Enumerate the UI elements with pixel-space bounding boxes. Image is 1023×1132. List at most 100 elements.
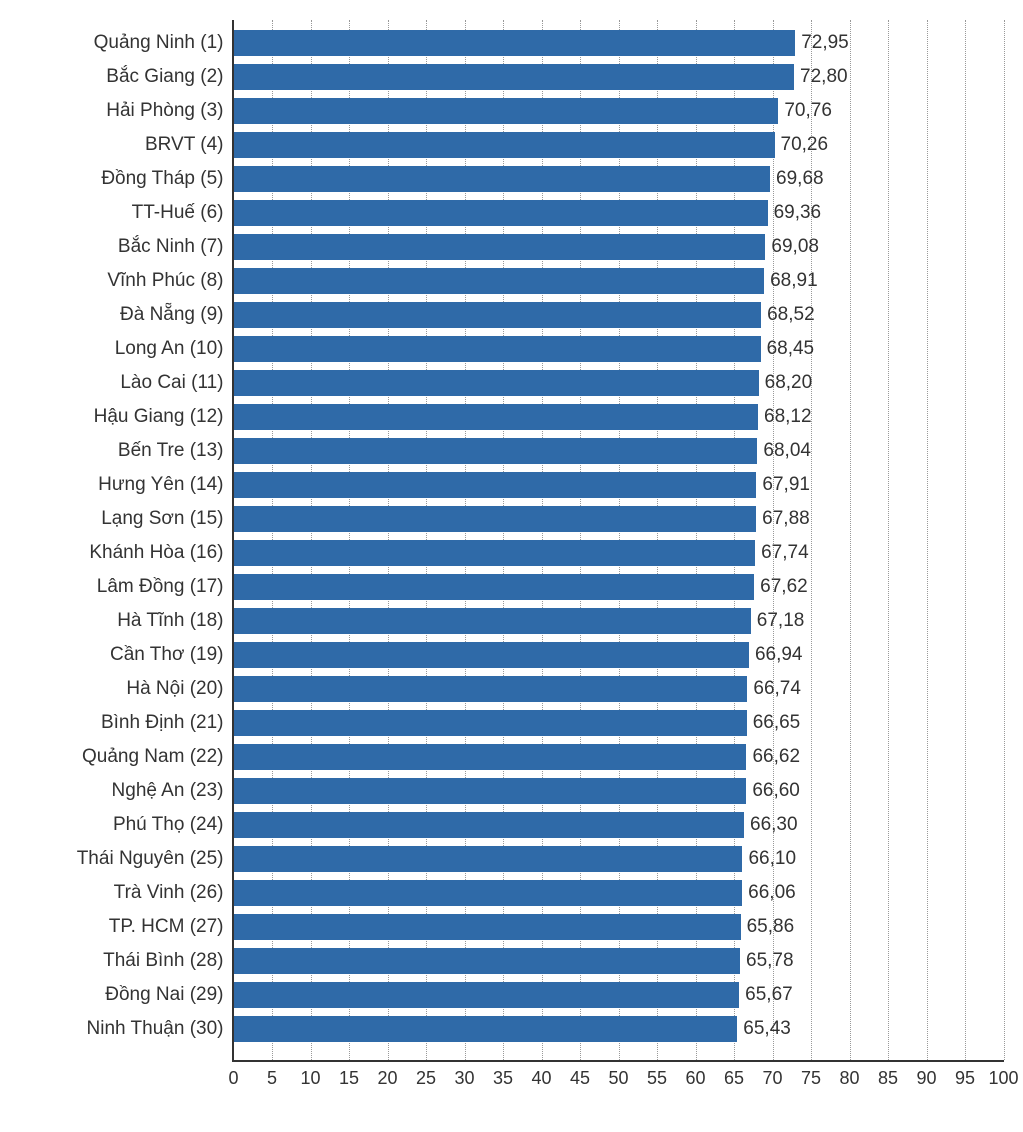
bar [234, 642, 749, 668]
bar-value-label: 66,94 [755, 644, 803, 666]
category-label: Lâm Đồng (17) [97, 576, 224, 598]
category-label: Trà Vinh (26) [114, 882, 224, 904]
x-tick-label: 80 [839, 1068, 859, 1089]
x-tick-label: 35 [493, 1068, 513, 1089]
bar-value-label: 67,91 [762, 474, 810, 496]
category-label: Lạng Sơn (15) [101, 508, 223, 530]
category-label: TT-Huế (6) [132, 202, 224, 224]
bar-value-label: 66,62 [752, 746, 800, 768]
bar-value-label: 67,62 [760, 576, 808, 598]
bar-value-label: 68,52 [767, 304, 815, 326]
x-tick-label: 50 [608, 1068, 628, 1089]
category-label: BRVT (4) [145, 134, 224, 156]
grid-line [927, 20, 928, 1060]
bar [234, 540, 756, 566]
bar-value-label: 67,88 [762, 508, 810, 530]
grid-line [1004, 20, 1005, 1060]
bar [234, 676, 748, 702]
bar-row: 67,88 [234, 506, 810, 532]
bar-row: 72,95 [234, 30, 849, 56]
bar-row: 68,52 [234, 302, 815, 328]
x-tick-label: 45 [570, 1068, 590, 1089]
bar-value-label: 66,30 [750, 814, 798, 836]
bar-row: 67,18 [234, 608, 805, 634]
bar-value-label: 65,78 [746, 950, 794, 972]
bar-value-label: 68,91 [770, 270, 818, 292]
x-tick-label: 65 [724, 1068, 744, 1089]
bar [234, 982, 740, 1008]
bar-row: 67,91 [234, 472, 810, 498]
bar-row: 66,94 [234, 642, 803, 668]
bar-row: 65,67 [234, 982, 793, 1008]
bar [234, 948, 741, 974]
bar-value-label: 66,65 [753, 712, 801, 734]
x-tick-label: 55 [647, 1068, 667, 1089]
grid-line [850, 20, 851, 1060]
bar-value-label: 66,60 [752, 780, 800, 802]
bar [234, 64, 795, 90]
x-tick-label: 30 [454, 1068, 474, 1089]
bar-row: 65,86 [234, 914, 795, 940]
bar-value-label: 66,74 [753, 678, 801, 700]
x-tick-label: 40 [531, 1068, 551, 1089]
bar-row: 69,08 [234, 234, 819, 260]
x-tick-label: 85 [878, 1068, 898, 1089]
bar-row: 68,04 [234, 438, 811, 464]
x-tick-label: 0 [228, 1068, 238, 1089]
category-label: Khánh Hòa (16) [89, 542, 223, 564]
category-label: Bến Tre (13) [118, 440, 224, 462]
plot-area: 0510152025303540455055606570758085909510… [232, 20, 1004, 1062]
bar-row: 67,62 [234, 574, 808, 600]
x-tick-label: 25 [416, 1068, 436, 1089]
bar-row: 69,68 [234, 166, 824, 192]
bar [234, 608, 751, 634]
bar [234, 574, 755, 600]
bar [234, 472, 757, 498]
bar-row: 72,80 [234, 64, 848, 90]
x-tick-label: 70 [762, 1068, 782, 1089]
category-label: Quảng Nam (22) [82, 746, 224, 768]
category-label: Hải Phòng (3) [106, 100, 223, 122]
bar [234, 812, 745, 838]
x-tick-label: 95 [955, 1068, 975, 1089]
bar-row: 70,26 [234, 132, 829, 158]
category-label: Nghệ An (23) [112, 780, 224, 802]
bar-value-label: 68,45 [767, 338, 815, 360]
x-tick-label: 100 [988, 1068, 1018, 1089]
bar [234, 370, 759, 396]
bar-value-label: 72,80 [800, 66, 848, 88]
bar-row: 68,45 [234, 336, 815, 362]
bar [234, 1016, 738, 1042]
category-label: Quảng Ninh (1) [94, 32, 224, 54]
category-label: Phú Thọ (24) [113, 814, 224, 836]
category-label: Hậu Giang (12) [94, 406, 224, 428]
bar-row: 66,06 [234, 880, 796, 906]
bar [234, 268, 765, 294]
bar [234, 234, 766, 260]
category-label: Thái Nguyên (25) [77, 848, 224, 870]
x-tick-label: 75 [801, 1068, 821, 1089]
x-tick-label: 90 [916, 1068, 936, 1089]
category-label: Bình Định (21) [101, 712, 224, 734]
bar-row: 67,74 [234, 540, 809, 566]
bar-row: 66,30 [234, 812, 798, 838]
category-label: Đồng Tháp (5) [101, 168, 223, 190]
bar-value-label: 65,67 [745, 984, 793, 1006]
bar-row: 65,78 [234, 948, 794, 974]
bar [234, 30, 796, 56]
bar [234, 710, 747, 736]
bar-row: 68,12 [234, 404, 812, 430]
bar-row: 69,36 [234, 200, 822, 226]
bar-value-label: 70,76 [784, 100, 832, 122]
category-label: Đồng Nai (29) [105, 984, 223, 1006]
bar [234, 166, 771, 192]
bar-row: 66,62 [234, 744, 801, 770]
bar [234, 200, 768, 226]
grid-line [888, 20, 889, 1060]
x-tick-label: 15 [339, 1068, 359, 1089]
bar-row: 68,20 [234, 370, 813, 396]
grid-line [965, 20, 966, 1060]
bar [234, 914, 741, 940]
bar-value-label: 66,10 [748, 848, 796, 870]
chart-container: 0510152025303540455055606570758085909510… [22, 20, 1002, 1062]
